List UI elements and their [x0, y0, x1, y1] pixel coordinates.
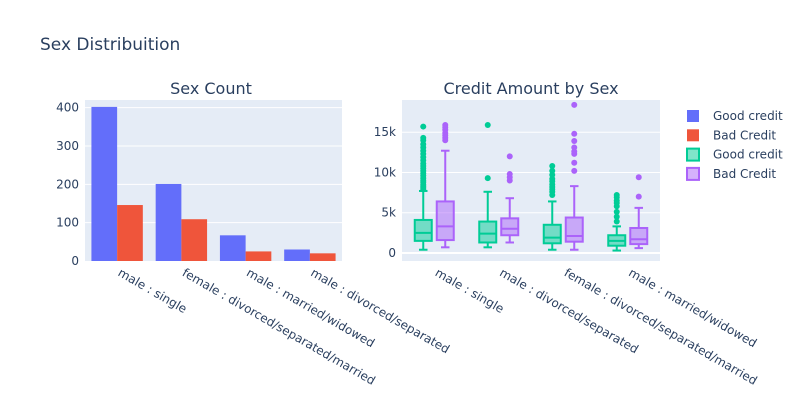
box-outlier-point [420, 123, 427, 130]
box-body [413, 218, 433, 242]
box-outlier-point [571, 138, 578, 145]
box-good-0[interactable] [413, 123, 433, 251]
bar-good-3[interactable] [284, 249, 310, 262]
bar-y-tick-label: 400 [56, 101, 79, 115]
box-y-tick-label: 5k [381, 206, 396, 220]
box-y-tick-label: 15k [374, 125, 396, 139]
bar-good-1[interactable] [155, 183, 182, 261]
box-outlier-point [506, 153, 513, 160]
box-outlier-point [613, 208, 620, 215]
bar-y-tick-label: 300 [56, 139, 79, 153]
bar-bad-0[interactable] [117, 205, 143, 261]
box-good-3[interactable] [607, 191, 627, 252]
box-outlier-point [571, 130, 578, 137]
box-outlier-point [549, 163, 556, 170]
box-outlier-point [571, 159, 578, 166]
box-y-tick-label: 0 [388, 246, 396, 260]
box-body [629, 226, 649, 246]
box-outlier-point [549, 167, 556, 174]
legend-item-2[interactable]: Good credit [686, 147, 783, 162]
box-outlier-point [484, 175, 491, 182]
box-outlier-point [635, 174, 642, 181]
legend: Good credit Bad Credit Good credit Bad Cred… [686, 109, 783, 181]
box-outlier-point [571, 167, 578, 174]
legend-label: Good credit [713, 109, 783, 123]
box-outlier-point [506, 171, 513, 178]
box-bad-2[interactable] [564, 101, 584, 251]
legend-label: Bad Credit [713, 167, 776, 181]
box-outlier-point [571, 101, 578, 108]
box-body [564, 216, 584, 243]
bar-chart-title: Sex Count [170, 79, 252, 98]
box-good-1[interactable] [478, 121, 498, 249]
legend-label: Bad Credit [713, 128, 776, 142]
legend-item-1[interactable]: Bad Credit [687, 128, 776, 142]
bar-good-0[interactable] [91, 106, 118, 262]
box-outlier-point [442, 121, 449, 128]
box-outlier-point [613, 213, 620, 220]
bar-good-2[interactable] [219, 235, 246, 261]
bar-y-tick-label: 100 [56, 216, 79, 230]
box-outlier-point [420, 134, 427, 141]
box-y-tick-label: 10k [374, 165, 396, 179]
bar-y-tick-label: 0 [71, 254, 79, 268]
legend-swatch [687, 110, 699, 122]
bar-bad-3[interactable] [309, 253, 336, 261]
legend-swatch [687, 129, 699, 142]
box-outlier-point [571, 144, 578, 151]
legend-swatch [686, 166, 700, 181]
box-outlier-point [484, 121, 491, 128]
figure-title: Sex Distribuition [40, 35, 180, 55]
box-body [500, 217, 520, 237]
bar-bad-1[interactable] [181, 219, 208, 261]
box-body [478, 220, 498, 244]
legend-item-3[interactable]: Bad Credit [686, 166, 776, 181]
bar-x-tick-label: male : single [116, 265, 190, 316]
box-good-2[interactable] [542, 163, 562, 251]
legend-swatch [686, 147, 700, 162]
box-outlier-point [613, 218, 620, 225]
box-body [542, 223, 562, 245]
box-bad-0[interactable] [435, 121, 455, 249]
box-outlier-point [613, 191, 620, 198]
legend-label: Good credit [713, 148, 783, 162]
box-x-tick-label: male : single [433, 265, 507, 316]
legend-item-0[interactable]: Good credit [687, 109, 783, 123]
bar-y-tick-label: 200 [56, 177, 79, 191]
box-outlier-point [635, 193, 642, 200]
box-bad-3[interactable] [629, 174, 649, 250]
box-bad-1[interactable] [500, 153, 520, 244]
box-body [435, 200, 455, 242]
bar-bad-2[interactable] [245, 251, 272, 261]
box-chart-title: Credit Amount by Sex [443, 79, 618, 98]
